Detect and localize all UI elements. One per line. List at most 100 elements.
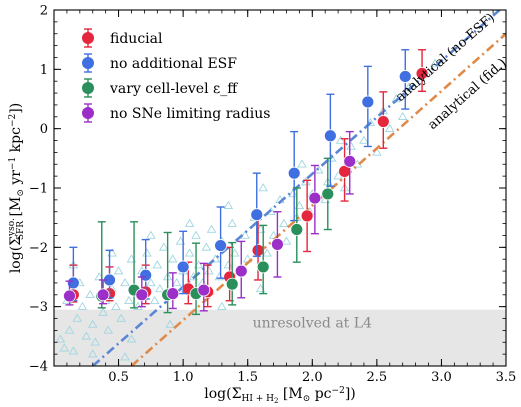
background-point [90,337,101,346]
background-point [87,349,98,358]
background-point [120,352,130,361]
background-point [346,141,356,150]
data-series [63,49,429,316]
background-point [279,218,289,227]
background-point [124,295,134,304]
data-point [415,67,429,80]
background-point [240,230,250,239]
background-point [262,248,272,257]
data-point [321,187,335,201]
legend-label: no SNe limiting radius [110,106,270,122]
background-point [359,135,369,144]
legend-marker [82,57,94,69]
background-point [87,319,98,328]
data-point [66,276,80,290]
data-point [166,287,180,301]
background-point [281,236,292,245]
background-point [146,278,156,287]
unresolved-label: unresolved at L4 [253,315,372,331]
background-point [227,218,238,227]
background-point [204,266,214,275]
background-point [191,230,201,239]
data-point [176,260,190,274]
legend-label: no additional ESF [110,56,237,72]
background-point [158,242,169,251]
background-point [217,301,227,310]
series-group [63,130,357,312]
x-tick-label: 0.5 [108,370,129,385]
background-point [258,183,268,192]
y-tick-label: −2 [29,241,48,256]
background-point [384,123,395,132]
data-point [361,95,375,109]
data-point [63,289,76,303]
legend: fiducial no additional ESF vary cell-level… [82,28,270,123]
background-point [201,242,212,251]
background-point [223,260,234,269]
legend-label: fiducial [110,31,163,47]
background-point [77,301,88,310]
background-point [64,325,75,334]
background-point [111,301,121,310]
y-tick-label: −4 [29,360,48,375]
plot-area [54,10,506,366]
data-point [250,208,264,222]
background-point [98,307,108,316]
legend-marker [82,32,94,44]
x-tick-label: 2.0 [302,370,323,385]
background-point [81,331,92,340]
data-point [300,209,314,223]
axes-frame [53,9,507,367]
data-point [251,243,265,257]
unresolved-region [54,309,506,366]
data-point [343,154,357,168]
data-point [271,237,284,251]
background-point [223,200,234,210]
data-point [135,288,149,302]
background-point [55,334,66,343]
background-point [171,278,182,287]
background-point [149,295,160,304]
x-tick-label: 1.0 [173,370,194,385]
background-point [59,343,70,352]
background-point [85,289,95,299]
background-point [184,248,195,257]
background-point [142,248,152,257]
background-point [103,325,114,334]
background-point [313,165,324,174]
background-point [155,283,165,293]
background-point [288,189,298,198]
data-point [225,277,239,291]
legend-marker [82,107,94,119]
background-point [214,272,225,281]
background-point [430,58,440,67]
y-tick-label: 0 [40,122,48,137]
x-tick-label: 3.5 [496,370,517,385]
background-point [113,266,124,275]
y-tick-label: −3 [29,300,48,315]
background-point [120,278,130,287]
legend-marker [82,82,94,94]
background-point [206,224,217,233]
x-tick-label: 2.5 [367,370,388,385]
data-point [234,264,248,278]
data-point [96,288,110,302]
data-point [214,239,227,252]
background-point [297,159,307,168]
y-tick-label: 2 [40,4,48,19]
background-point [152,260,163,269]
background-point [335,135,346,144]
data-point [338,164,351,178]
data-point [290,223,304,236]
x-tick-label: 1.5 [237,370,258,385]
data-point [308,191,322,205]
data-point [197,283,211,297]
y-tick-label: −1 [29,182,48,197]
y-tick-label: 1 [40,63,48,78]
data-point [139,268,153,282]
data-point [398,70,412,83]
axis-ticks: 0.5 1.0 1.5 2.0 2.5 3.0 3.5 −4 −3 −2 −1 0 1 2 [29,4,517,386]
background-point [68,346,79,355]
background-point [210,254,221,263]
